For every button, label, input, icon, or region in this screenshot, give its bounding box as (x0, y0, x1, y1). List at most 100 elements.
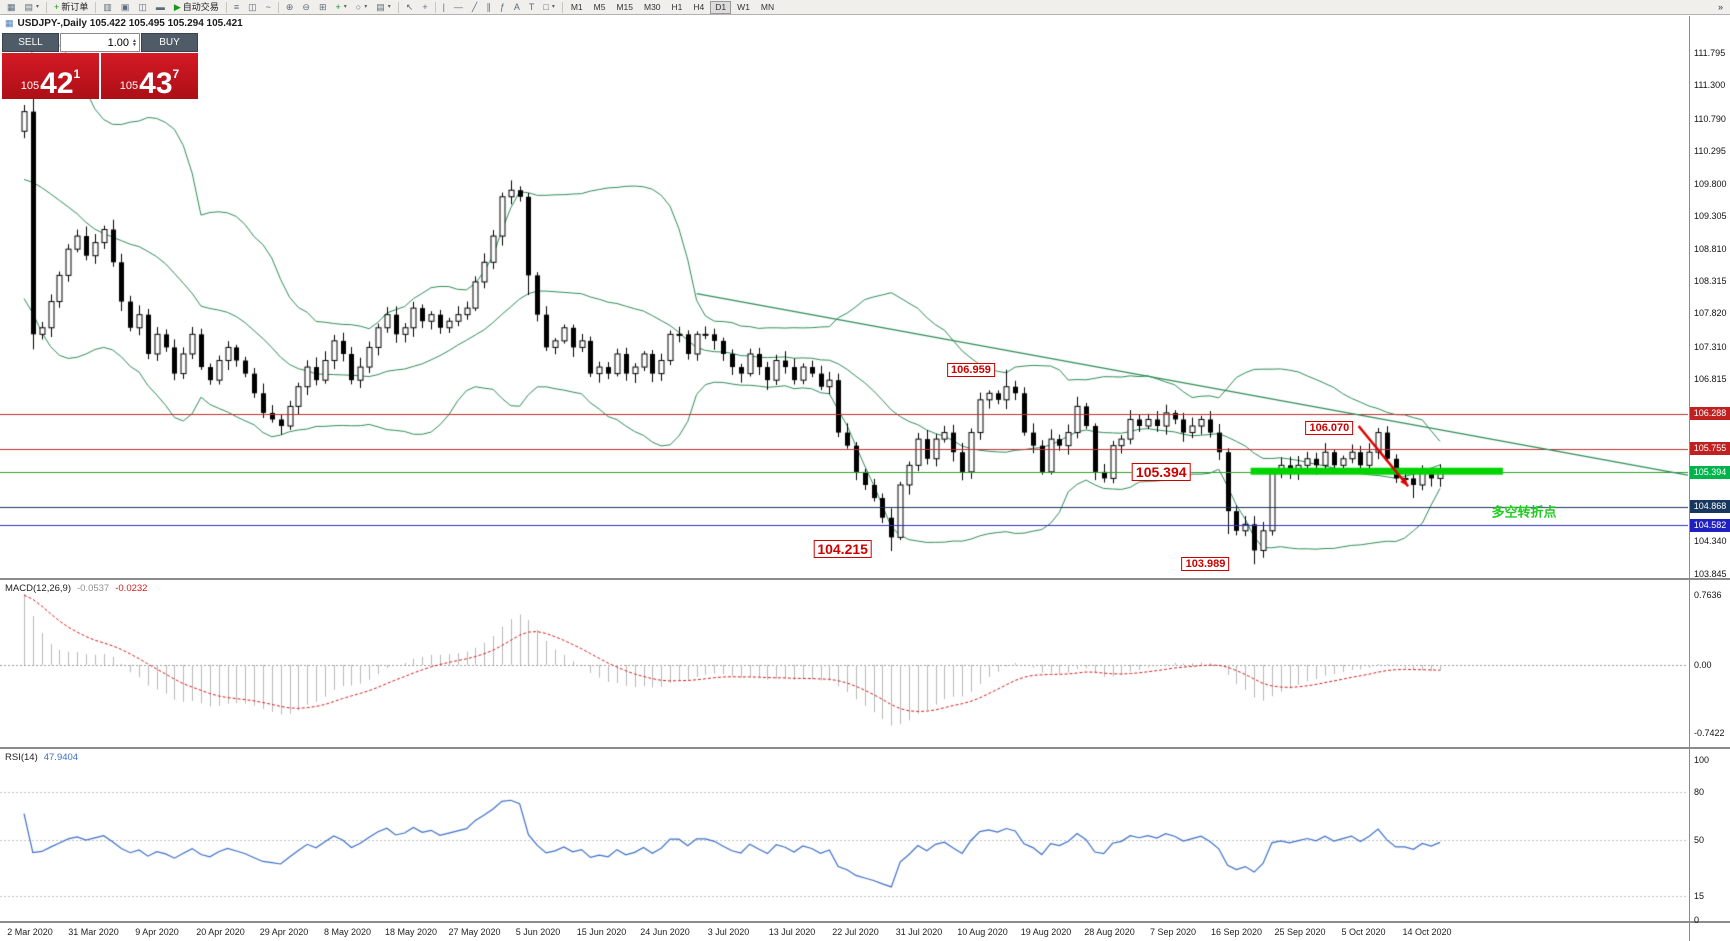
price-tick: 111.300 (1694, 80, 1726, 91)
ask-pipette: 7 (172, 67, 180, 81)
date-tick-label: 25 Sep 2020 (1274, 927, 1326, 937)
date-tick-label: 5 Jun 2020 (515, 927, 561, 937)
new-chart-icon[interactable]: ▦ (3, 1, 20, 14)
price-tick: 108.810 (1694, 243, 1727, 254)
rsi-scale-tick: 15 (1694, 891, 1705, 901)
date-tick-label: 20 Apr 2020 (196, 927, 245, 937)
date-tick-label: 5 Oct 2020 (1341, 927, 1386, 937)
price-tick: 106.815 (1694, 374, 1727, 385)
toolbar-separator (225, 1, 227, 13)
price-tick: 109.800 (1694, 178, 1727, 189)
timeframe-w1-button[interactable]: W1 (732, 1, 755, 14)
rsi-scale-tick: 50 (1694, 835, 1705, 845)
price-annotation-label[interactable]: 106.070 (1305, 420, 1354, 435)
ask-price-button[interactable]: 105 43 7 (101, 53, 198, 99)
bid-pipette: 1 (73, 67, 81, 81)
periods-icon[interactable]: ○ ▾ (352, 1, 371, 14)
volume-spinner[interactable]: ▲ ▼ (132, 37, 137, 48)
trendline-icon[interactable]: ╱ (468, 1, 481, 14)
volume-stepper[interactable]: 1.00 ▲ ▼ (60, 33, 140, 52)
channel-icon[interactable]: ∥ (482, 1, 495, 14)
new-order-button[interactable]: + 新订单 (50, 1, 92, 14)
price-tick: 110.295 (1694, 146, 1726, 157)
crosshair-icon[interactable]: + (418, 1, 431, 14)
text-icon[interactable]: A (510, 1, 524, 14)
toolbar-overflow-icon[interactable]: » (1714, 1, 1727, 14)
rsi-scale-tick: 100 (1694, 755, 1710, 765)
volume-down-icon[interactable]: ▼ (132, 41, 137, 48)
date-tick-label: 7 Sep 2020 (1149, 927, 1197, 937)
rsi-panel-canvas[interactable] (0, 749, 1688, 921)
timeframe-m15-button[interactable]: M15 (611, 1, 638, 14)
ask-big-digits: 43 (139, 66, 173, 100)
toolbar-separator (434, 1, 436, 13)
chart-title: ▦ USDJPY-,Daily 105.422 105.495 105.294 … (5, 18, 243, 29)
price-line-badge: 104.582 (1690, 518, 1730, 532)
price-annotation-label[interactable]: 103.989 (1181, 557, 1230, 572)
panel-separator[interactable] (0, 747, 1730, 749)
terminal-icon[interactable]: ▬ (152, 1, 169, 14)
macd-panel-canvas[interactable] (0, 580, 1688, 747)
price-scale-border (1689, 16, 1690, 941)
tile-windows-icon[interactable]: ⊞ (315, 1, 331, 14)
price-annotation-label[interactable]: 106.959 (947, 362, 995, 377)
date-tick-label: 27 May 2020 (448, 927, 501, 937)
price-chart-canvas[interactable] (0, 16, 1688, 578)
autotrading-button[interactable]: ▶ 自动交易 (170, 1, 223, 14)
volume-up-icon[interactable]: ▲ (132, 37, 137, 44)
macd-scale-tick: 0.00 (1694, 660, 1712, 670)
chart-icon: ▦ (5, 18, 14, 28)
timeframe-mn-button[interactable]: MN (756, 1, 779, 14)
toolbar-separator (397, 1, 399, 13)
date-tick-label: 9 Apr 2020 (135, 927, 179, 937)
rsi-indicator-label: RSI(14) 47.9404 (5, 752, 78, 763)
date-tick-label: 8 May 2020 (323, 927, 372, 937)
cursor-icon[interactable]: ↖ (402, 1, 418, 14)
price-annotation-label[interactable]: 104.215 (813, 540, 872, 559)
rsi-name: RSI(14) (5, 752, 38, 763)
panel-separator (0, 921, 1730, 923)
zoom-in-icon[interactable]: ⊕ (282, 1, 298, 14)
shapes-icon[interactable]: □ ▾ (539, 1, 558, 14)
timeframe-h4-button[interactable]: H4 (688, 1, 709, 14)
price-annotation-label[interactable]: 105.394 (1131, 463, 1191, 482)
navigator-icon[interactable]: ◫ (134, 1, 151, 14)
label-icon[interactable]: T (525, 1, 539, 14)
horizontal-line-icon[interactable]: — (450, 1, 467, 14)
macd-indicator-label: MACD(12,26,9) -0.0537 -0.0232 (5, 583, 147, 594)
vertical-line-icon[interactable]: | (439, 1, 449, 14)
templates-icon[interactable]: ▤ ▾ (372, 1, 395, 14)
macd-name: MACD(12,26,9) (5, 583, 71, 594)
timeframe-d1-button[interactable]: D1 (710, 0, 732, 14)
date-tick-label: 29 Apr 2020 (259, 927, 309, 937)
price-line-badge: 106.288 (1690, 407, 1730, 421)
sell-button[interactable]: SELL (2, 33, 59, 52)
rsi-scale-tick: 0 (1694, 915, 1700, 925)
indicators-icon[interactable]: + ▾ (332, 1, 351, 14)
date-tick-label: 19 Aug 2020 (1020, 927, 1072, 937)
candlestick-chart-icon[interactable]: ◫ (244, 1, 261, 14)
date-tick-label: 24 Jun 2020 (640, 927, 690, 937)
panel-separator[interactable] (0, 578, 1730, 580)
buy-button[interactable]: BUY (141, 33, 198, 52)
price-tick: 104.340 (1694, 536, 1727, 547)
price-line-badge: 105.755 (1690, 442, 1730, 456)
bar-chart-icon[interactable]: ≡ (230, 1, 243, 14)
zoom-out-icon[interactable]: ⊖ (298, 1, 314, 14)
bid-price-button[interactable]: 105 42 1 (2, 53, 99, 99)
one-click-trading-panel: SELL 1.00 ▲ ▼ BUY 105 42 1 105 43 7 (2, 33, 198, 99)
line-chart-icon[interactable]: ~ (262, 1, 275, 14)
timeframe-h1-button[interactable]: H1 (667, 1, 688, 14)
turning-point-note[interactable]: 多空转折点 (1491, 504, 1557, 520)
bid-prefix: 105 (20, 80, 40, 92)
fibonacci-icon[interactable]: ƒ (496, 1, 509, 14)
market-watch-icon[interactable]: ▥ (99, 1, 116, 14)
data-window-icon[interactable]: ▣ (117, 1, 134, 14)
profiles-icon[interactable]: ▤ ▾ (21, 1, 44, 14)
timeframe-m30-button[interactable]: M30 (639, 1, 666, 14)
date-tick-label: 15 Jun 2020 (576, 927, 627, 937)
date-tick-label: 22 Jul 2020 (832, 927, 879, 937)
timeframe-m5-button[interactable]: M5 (589, 1, 611, 14)
timeframe-m1-button[interactable]: M1 (566, 1, 588, 14)
